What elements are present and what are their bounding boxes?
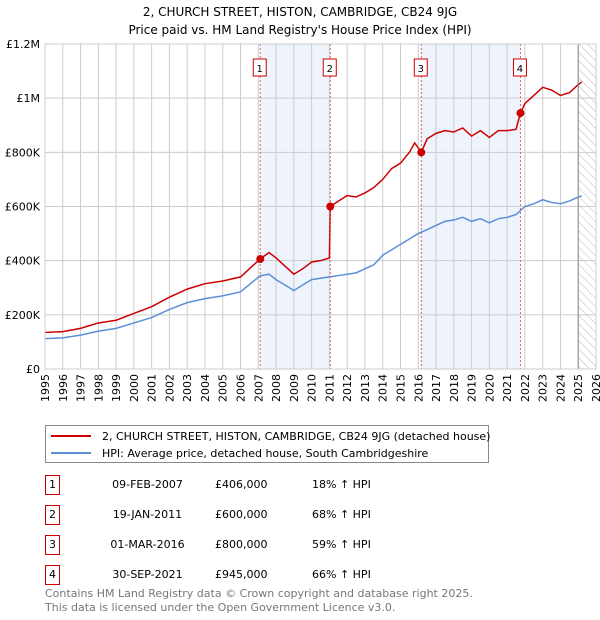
x-tick-label: 2002 [163,374,176,402]
sale-row: 1 09-FEB-2007 £406,000 18% ↑ HPI [45,475,465,495]
legend-swatch-blue [51,452,91,454]
chart-legend: 2, CHURCH STREET, HISTON, CAMBRIDGE, CB2… [45,425,490,463]
footer-copyright: Contains HM Land Registry data © Crown c… [45,587,473,600]
x-tick-label: 1995 [39,374,52,402]
sale-hpi-change: 68% ↑ HPI [312,508,371,521]
x-tick-label: 2016 [412,374,425,402]
footer-licence: This data is licensed under the Open Gov… [45,601,396,614]
y-tick-label: £600K [5,201,41,214]
sale-price: £800,000 [215,538,268,551]
sale-label-box [512,58,527,77]
x-tick-label: 2007 [252,374,265,402]
property-price-line [44,81,583,334]
x-tick-label: 2009 [288,374,301,402]
sale-point [417,148,426,157]
sale-label-box [252,58,267,77]
x-tick-label: 2014 [377,374,390,402]
x-tick-label: 2023 [537,374,550,402]
x-tick-label: 2008 [270,374,283,402]
sale-price: £945,000 [215,568,268,581]
sale-date: 09-FEB-2007 [112,478,183,491]
sale-label-box [322,58,337,77]
sale-row: 3 01-MAR-2016 £800,000 59% ↑ HPI [45,535,465,555]
x-tick-label: 2021 [501,374,514,402]
y-tick-label: £0 [26,363,40,376]
y-tick-label: £200K [5,309,41,322]
x-tick-label: 2015 [394,374,407,402]
x-tick-label: 2018 [448,374,461,402]
sale-label: 1 [257,64,263,75]
x-tick-label: 2005 [217,374,230,402]
legend-item-property: 2, CHURCH STREET, HISTON, CAMBRIDGE, CB2… [46,428,490,444]
sale-label: 4 [517,64,523,75]
sale-label: 3 [418,64,424,75]
y-tick-label: £1M [17,92,41,105]
x-tick-label: 2004 [199,374,212,402]
x-tick-label: 2013 [359,374,372,402]
sale-hpi-change: 18% ↑ HPI [312,478,371,491]
sale-hpi-change: 59% ↑ HPI [312,538,371,551]
hpi-line [44,194,583,340]
sale-row: 4 30-SEP-2021 £945,000 66% ↑ HPI [45,565,465,585]
sale-date: 01-MAR-2016 [110,538,185,551]
x-tick-label: 1997 [75,374,88,402]
sale-date: 19-JAN-2011 [112,508,183,521]
sale-point [326,202,335,211]
y-tick-label: £800K [5,146,41,159]
x-tick-label: 2003 [181,374,194,402]
sale-date: 30-SEP-2021 [112,568,183,581]
x-tick-label: 1998 [92,374,105,402]
x-tick-label: 1996 [57,374,70,402]
x-tick-label: 2019 [466,374,479,402]
x-tick-label: 2011 [323,374,336,402]
sale-price: £406,000 [215,478,268,491]
price-chart: 2, CHURCH STREET, HISTON, CAMBRIDGE, CB2… [5,5,600,402]
x-tick-label: 2025 [572,374,585,402]
legend-swatch-red [51,435,91,437]
x-tick-label: 2017 [430,374,443,402]
x-tick-label: 2022 [519,374,532,402]
legend-label: HPI: Average price, detached house, Sout… [102,446,429,460]
y-tick-label: £1.2M [6,38,40,51]
sale-label: 2 [327,64,333,75]
x-tick-label: 2001 [146,374,159,402]
sale-point [516,109,525,118]
chart-title: 2, CHURCH STREET, HISTON, CAMBRIDGE, CB2… [143,5,457,19]
sale-number: 1 [45,475,60,495]
sale-price: £600,000 [215,508,268,521]
chart-subtitle: Price paid vs. HM Land Registry's House … [128,23,471,37]
y-tick-label: £400K [5,255,41,268]
x-tick-label: 2020 [483,374,496,402]
x-tick-label: 2026 [590,374,600,402]
sale-row: 2 19-JAN-2011 £600,000 68% ↑ HPI [45,505,465,525]
sale-number: 4 [45,565,60,585]
legend-label: 2, CHURCH STREET, HISTON, CAMBRIDGE, CB2… [102,429,491,443]
sale-number: 3 [45,535,60,555]
sale-label-box [413,58,428,77]
x-tick-label: 2000 [128,374,141,402]
plot-border [44,43,597,370]
sale-point [256,255,265,264]
x-tick-label: 2024 [554,374,567,402]
x-tick-label: 2010 [306,374,319,402]
x-tick-label: 2012 [341,374,354,402]
sale-number: 2 [45,505,60,525]
x-tick-label: 1999 [110,374,123,402]
sale-hpi-change: 66% ↑ HPI [312,568,371,581]
legend-item-hpi: HPI: Average price, detached house, Sout… [46,445,428,461]
x-tick-label: 2006 [235,374,248,402]
